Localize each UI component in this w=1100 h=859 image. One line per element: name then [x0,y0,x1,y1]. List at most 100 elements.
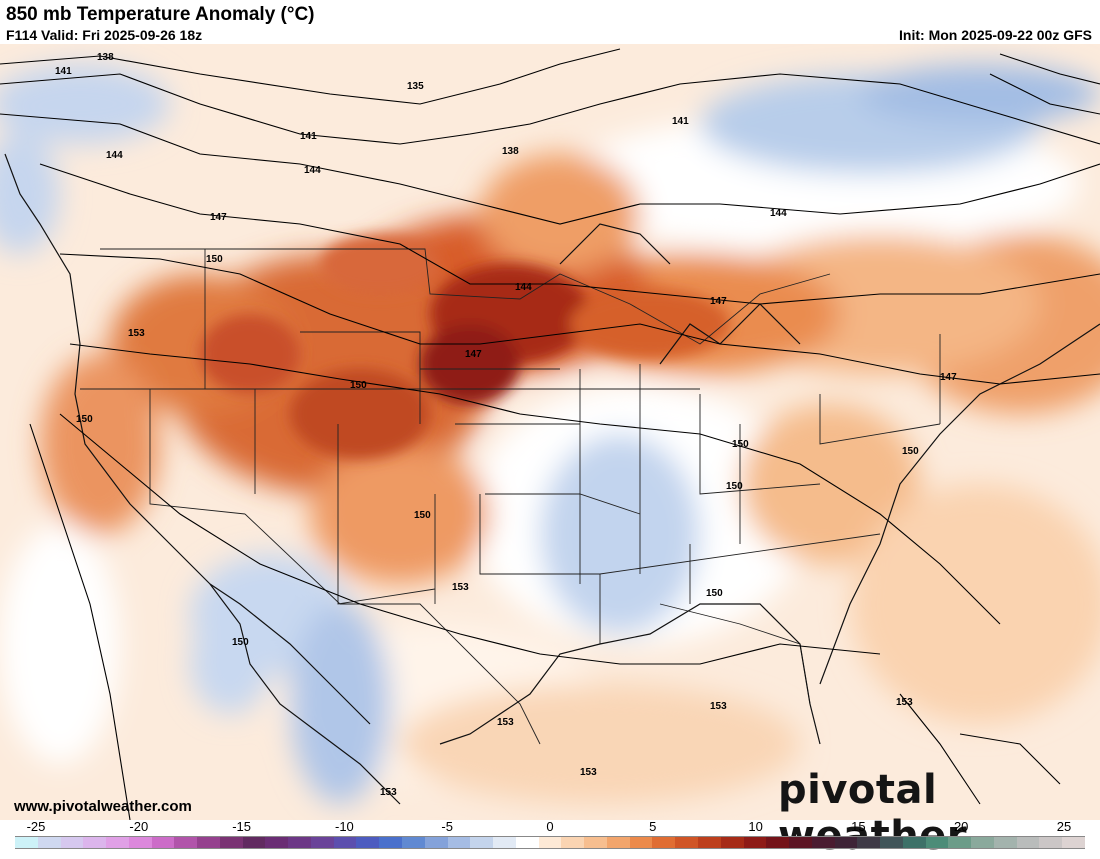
colorbar-tick-label: 0 [546,819,554,834]
init-time: Init: Mon 2025-09-22 00z GFS [899,27,1092,43]
colorbar-swatch [1062,837,1085,848]
svg-text:141: 141 [55,66,72,77]
colorbar-swatch [447,837,471,848]
colorbar-swatch [493,837,516,848]
colorbar-tick-label: -25 [26,819,46,834]
svg-text:153: 153 [580,767,597,778]
svg-text:144: 144 [515,282,532,293]
colorbar-swatch [356,837,380,848]
colorbar-swatch [333,837,357,848]
svg-text:144: 144 [770,208,787,219]
colorbar-swatch [424,837,448,848]
svg-text:147: 147 [210,212,227,223]
svg-text:150: 150 [414,510,431,521]
colorbar-swatch [106,837,129,848]
coastlines [4,153,1100,805]
svg-text:144: 144 [106,150,123,161]
colorbar-swatch [971,837,994,848]
colorbar-swatch [629,837,653,848]
colorbar-swatch [766,837,790,848]
colorbar-swatch [811,837,835,848]
colorbar-swatch [15,837,38,848]
colorbar-tick-label: -5 [441,819,453,834]
svg-text:150: 150 [350,380,367,391]
colorbar-swatch [379,837,403,848]
svg-text:150: 150 [706,588,723,599]
svg-text:138: 138 [502,146,519,157]
svg-text:138: 138 [97,52,114,63]
valid-time: F114 Valid: Fri 2025-09-26 18z [6,27,203,43]
svg-text:153: 153 [710,701,727,712]
colorbar-swatch [1039,837,1063,848]
website-url[interactable]: www.pivotalweather.com [14,798,192,815]
colorbar-swatch [675,837,698,848]
height-contours [0,48,1100,820]
svg-text:150: 150 [206,254,223,265]
colorbar-swatch [310,837,334,848]
colorbar [15,836,1085,849]
contour-labels: 138 141 135 138 141 141 144 144 144 144 … [55,52,957,798]
svg-text:150: 150 [902,446,919,457]
colorbar-swatch [37,837,61,848]
colorbar-swatch [83,837,107,848]
svg-text:141: 141 [300,131,317,142]
colorbar-swatch [470,837,494,848]
svg-text:147: 147 [710,296,727,307]
colorbar-swatch [60,837,84,848]
colorbar-swatch [720,837,744,848]
temperature-anomaly-map[interactable]: 138 141 135 138 141 141 144 144 144 144 … [0,44,1100,820]
svg-text:150: 150 [732,439,749,450]
colorbar-swatch [834,837,858,848]
colorbar-swatch [902,837,926,848]
colorbar-tick-label: -15 [232,819,251,834]
colorbar-swatch [857,837,881,848]
svg-text:150: 150 [232,637,249,648]
colorbar-tick-label: -10 [334,819,354,834]
colorbar-swatch [128,837,152,848]
colorbar-swatch [993,837,1017,848]
colorbar-swatch [174,837,198,848]
colorbar-tick-label: 20 [953,819,969,834]
header-bar: 850 mb Temperature Anomaly (°C) F114 Val… [0,0,1100,44]
anomaly-shading [0,64,1100,804]
colorbar-swatch [151,837,175,848]
map-title: 850 mb Temperature Anomaly (°C) [6,4,315,25]
colorbar-swatch [538,837,562,848]
svg-text:135: 135 [407,81,424,92]
colorbar-swatch [197,837,220,848]
svg-text:144: 144 [304,165,321,176]
colorbar-swatch [697,837,721,848]
colorbar-swatch [789,837,812,848]
colorbar-swatch [606,837,630,848]
colorbar-swatch [1016,837,1040,848]
svg-text:150: 150 [726,481,743,492]
colorbar-swatch [948,837,972,848]
colorbar-swatch [219,837,243,848]
colorbar-ticks: -25 -20 -15 -10 -5 0 5 10 15 20 25 [0,819,1100,835]
colorbar-tick-label: -20 [129,819,149,834]
svg-text:147: 147 [465,349,482,360]
svg-text:153: 153 [497,717,514,728]
colorbar-tick-label: 15 [851,819,866,834]
svg-text:153: 153 [128,328,145,339]
colorbar-swatch [288,837,311,848]
svg-text:141: 141 [672,116,689,127]
colorbar-swatch [561,837,585,848]
svg-text:153: 153 [380,787,397,798]
colorbar-swatch [584,837,607,848]
colorbar-swatch [880,837,903,848]
colorbar-swatch [515,837,539,848]
colorbar-swatch [402,837,425,848]
colorbar-tick-label: 10 [748,819,763,834]
colorbar-swatch [265,837,289,848]
svg-text:153: 153 [896,697,913,708]
colorbar-swatch [925,837,949,848]
colorbar-swatch [743,837,767,848]
colorbar-swatch [242,837,266,848]
colorbar-tick-label: 25 [1056,819,1072,834]
svg-text:150: 150 [76,414,93,425]
colorbar-tick-label: 5 [649,819,657,834]
colorbar-swatch [652,837,676,848]
political-borders [80,248,941,745]
svg-text:153: 153 [452,582,469,593]
